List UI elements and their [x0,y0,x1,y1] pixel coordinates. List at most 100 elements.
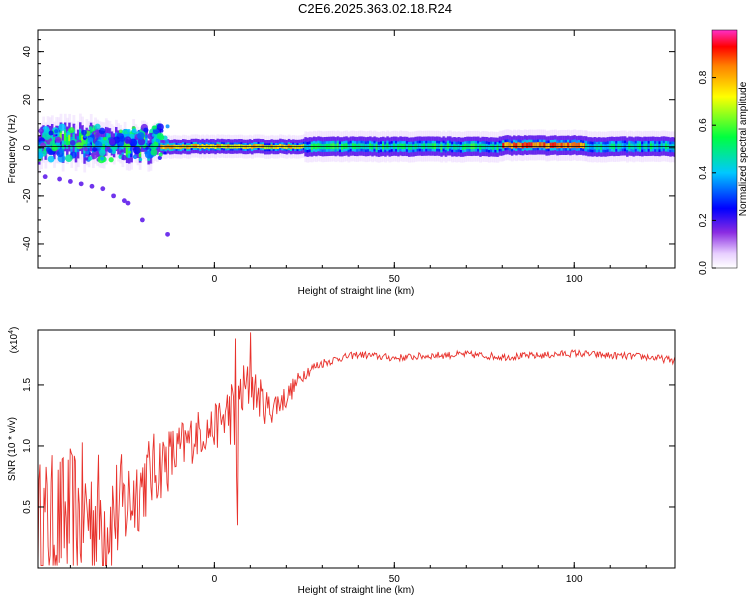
snr-xtick-label: 0 [212,574,218,585]
spectral-cell [554,142,557,148]
spectral-cell [502,142,506,149]
spectral-cell [549,142,553,148]
spectrogram-ytick-label: 0 [22,145,33,151]
scatter-point [78,181,84,187]
spectral-blob [38,151,44,159]
snr-series-line [38,332,675,567]
spectrogram-ylabel: Frequency (Hz) [7,115,18,184]
colorbar-tick-label: 0.8 [698,70,709,84]
spectral-cell [455,144,459,150]
spectral-cell [571,142,575,148]
spectral-cell [513,142,516,148]
spectral-blob [84,157,89,161]
spectral-blob [69,140,76,146]
spectral-cell [369,143,372,149]
spectral-cell [312,143,316,149]
spectral-blob [94,123,101,130]
spectral-cell [347,144,351,150]
spectral-cell [63,132,67,141]
spectrogram-xlabel: Height of straight line (km) [298,286,415,297]
scatter-point [89,183,95,189]
spectral-cell [190,144,194,149]
spectral-cell [669,144,673,150]
spectral-cell [519,142,523,149]
spectral-blob [152,125,157,130]
spectral-cell [451,144,454,150]
spectral-cell [436,143,439,149]
spectral-cell [358,143,362,149]
spectral-cell [534,142,538,148]
colorbar-label: Normalized spectral amplitude [738,81,749,216]
spectral-blob [81,129,87,136]
spectral-blob [85,150,90,155]
spectral-cell [192,144,196,149]
spectral-cell [85,138,89,147]
spectral-cell [523,142,527,148]
spectral-cell [392,143,396,149]
spectral-cell [272,145,276,150]
spectral-blob [157,155,162,160]
spectral-cell [526,142,529,149]
spectral-cell [628,143,631,149]
spectral-blob [55,136,62,143]
spectral-blob [65,154,73,162]
scatter-point [100,186,106,192]
spectral-cell [201,144,205,149]
spectral-blob [132,146,141,155]
spectral-blob [118,129,123,134]
spectral-cell [91,140,95,149]
spectral-cell [619,143,623,149]
spectral-cell [279,143,282,148]
spectral-cell [130,147,133,154]
spectral-blob [156,123,164,131]
colorbar-gradient [711,29,738,269]
spectral-cell [168,145,172,150]
scatter-point [67,179,73,184]
scatter-point [139,217,145,223]
spectral-cell [498,143,502,149]
spectral-cell [121,144,125,152]
spectral-cell [255,143,259,149]
svg-text:(x104): (x104) [8,327,20,354]
spectral-cell [521,143,525,149]
spectral-cell [360,143,364,149]
snr-ytick-label: 1.0 [22,439,33,453]
spectral-cell [585,143,588,149]
spectrogram-panel: 0 50 100 40 20 0 -20 -40 Height of straight lin… [7,29,676,297]
spectral-blob [89,126,93,131]
spectral-cell [102,141,106,150]
snr-axes: 0 50 100 0.5 1.0 1.5 [22,330,675,585]
spectral-cell [577,142,581,148]
spectral-cell [569,142,572,149]
spectral-cell [317,143,321,149]
spectrogram-ytick-label: -40 [22,236,33,251]
spectral-cell [349,143,353,149]
snr-xtick-label: 50 [389,574,401,585]
snr-ytick-label: 0.5 [22,500,33,514]
spectral-cell [579,142,583,148]
spectral-blob [156,132,164,140]
spectral-cell [264,145,267,150]
spectral-cell [660,143,664,149]
spectral-cell [510,143,514,149]
spectral-blob [137,137,146,146]
spectral-cell [448,143,452,149]
spectral-blob [128,150,132,154]
spectral-cell [104,137,108,146]
spectral-blob [108,138,116,145]
snr-scale-exponent: 4 [8,330,15,334]
spectral-blob [165,139,169,144]
spectral-blob [151,133,155,137]
spectral-cell [440,144,444,150]
spectral-cell [662,143,666,149]
spectral-cell [504,142,508,148]
snr-frame [37,329,676,569]
spectral-cell [384,144,387,150]
spectral-cell [551,142,555,148]
spectrogram-marks [38,113,675,237]
spectral-cell [575,142,579,149]
spectral-cell [287,144,291,149]
spectral-cell [492,144,495,150]
spectral-cell [74,143,78,153]
spectral-cell [68,133,71,142]
